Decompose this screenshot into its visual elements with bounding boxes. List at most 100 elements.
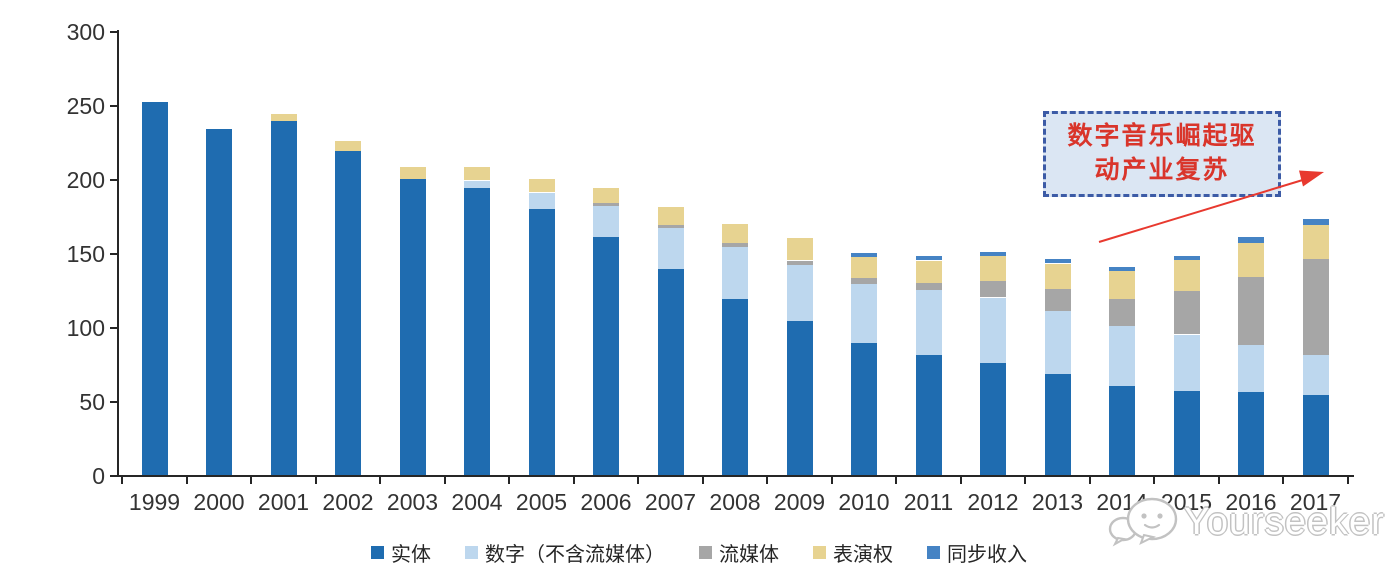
y-axis-tick <box>110 105 118 107</box>
legend-swatch-icon <box>927 546 940 559</box>
x-axis-tick <box>379 477 382 484</box>
x-axis-tick <box>895 477 898 484</box>
bar-segment-2001-series0 <box>270 121 297 475</box>
bar-segment-2005-series3 <box>528 179 555 192</box>
x-axis-label-2007: 2007 <box>644 489 697 515</box>
y-axis-label: 100 <box>66 315 105 341</box>
bar-segment-2010-series3 <box>851 257 877 278</box>
legend-item-4: 同步收入 <box>927 538 1027 567</box>
legend-swatch-icon <box>813 546 826 559</box>
y-axis-tick <box>110 475 118 477</box>
bar-segment-2008-series1 <box>722 247 748 299</box>
y-axis-label: 250 <box>66 93 105 119</box>
bar-segment-2013-series3 <box>1044 264 1071 289</box>
bar-2001 <box>270 114 297 475</box>
bar-2016 <box>1238 237 1264 475</box>
x-axis-label-2004: 2004 <box>451 489 503 515</box>
bar-segment-2001-series3 <box>270 114 297 121</box>
x-axis-label-2010: 2010 <box>838 489 890 515</box>
legend-swatch-icon <box>465 546 478 559</box>
bar-2015 <box>1173 256 1200 475</box>
bar-2011 <box>915 256 942 475</box>
x-axis-label-2001: 2001 <box>257 489 310 515</box>
legend-label: 流媒体 <box>719 544 779 566</box>
legend-item-0: 实体 <box>371 538 431 567</box>
y-axis-tick <box>110 327 118 329</box>
bar-segment-2006-series1 <box>593 206 619 237</box>
bar-segment-2017-series3 <box>1302 225 1329 259</box>
x-axis-tick <box>121 477 124 484</box>
x-axis-line <box>117 475 1354 477</box>
bar-segment-2016-series0 <box>1238 392 1264 475</box>
bar-segment-2012-series0 <box>980 363 1006 475</box>
bar-segment-2014-series0 <box>1109 386 1135 475</box>
x-axis-label-2011: 2011 <box>903 489 954 515</box>
bar-segment-2016-series1 <box>1238 345 1264 392</box>
x-axis-label-2003: 2003 <box>386 489 439 515</box>
bar-segment-2009-series2 <box>786 261 813 265</box>
x-axis-label-2000: 2000 <box>193 489 245 515</box>
bar-segment-2017-series1 <box>1302 355 1329 395</box>
bar-segment-2009-series0 <box>786 321 813 475</box>
bar-segment-2015-series3 <box>1173 260 1200 291</box>
bar-segment-2013-series4 <box>1044 259 1071 263</box>
legend-swatch-icon <box>699 546 712 559</box>
bar-2009 <box>786 238 813 475</box>
x-axis-tick <box>314 477 317 484</box>
bar-segment-2016-series4 <box>1238 237 1264 243</box>
x-axis-label-2017: 2017 <box>1289 489 1342 515</box>
bar-segment-2007-series3 <box>657 207 684 225</box>
bar-2013 <box>1044 259 1071 475</box>
bar-segment-2002-series0 <box>335 151 361 475</box>
bar-segment-2006-series0 <box>593 237 619 475</box>
bar-segment-2012-series4 <box>980 252 1006 256</box>
y-axis-label: 50 <box>79 389 105 415</box>
x-axis-label-2009: 2009 <box>773 489 826 515</box>
bar-2005 <box>528 179 555 475</box>
x-axis-label-1999: 1999 <box>128 489 181 515</box>
bar-2003 <box>399 167 426 475</box>
bar-segment-2009-series1 <box>786 265 813 321</box>
x-axis-tick <box>572 477 575 484</box>
x-axis-label-2016: 2016 <box>1225 489 1277 515</box>
bar-segment-2005-series0 <box>528 209 555 475</box>
bar-segment-2009-series3 <box>786 238 813 260</box>
legend-label: 数字（不含流媒体） <box>485 544 665 566</box>
bar-segment-2015-series0 <box>1173 391 1200 475</box>
bar-segment-2010-series4 <box>851 253 877 257</box>
x-axis-tick <box>1346 477 1349 484</box>
bar-segment-2014-series2 <box>1109 299 1135 326</box>
chart-legend: 实体 数字（不含流媒体） 流媒体 表演权 同步收入 <box>0 538 1398 567</box>
bar-segment-2004-series1 <box>464 181 490 188</box>
bar-segment-2012-series3 <box>980 256 1006 281</box>
y-axis-label: 300 <box>66 19 105 45</box>
y-axis-tick <box>110 31 118 33</box>
bar-segment-2012-series2 <box>980 281 1006 297</box>
bar-segment-2007-series1 <box>657 228 684 269</box>
bar-segment-2006-series3 <box>593 188 619 203</box>
legend-label: 表演权 <box>833 544 893 566</box>
y-axis-label: 150 <box>66 241 105 267</box>
x-axis-tick <box>959 477 962 484</box>
x-axis-tick <box>766 477 769 484</box>
annotation-text-line1: 数字音乐崛起驱 <box>1067 123 1257 150</box>
x-axis-tick <box>250 477 253 484</box>
watermark-text: Yourseeker <box>1184 500 1385 543</box>
annotation-text-line2: 动产业复苏 <box>1094 157 1230 184</box>
annotation-callout: 数字音乐崛起驱 动产业复苏 <box>1043 111 1281 197</box>
bar-segment-2010-series1 <box>851 284 877 343</box>
legend-item-3: 表演权 <box>813 538 893 567</box>
bar-segment-2002-series3 <box>335 141 361 151</box>
bar-segment-2000-series0 <box>206 129 232 475</box>
x-axis-tick <box>701 477 704 484</box>
x-axis-label-2008: 2008 <box>709 489 761 515</box>
bar-segment-2010-series0 <box>851 343 877 475</box>
bar-2014 <box>1109 266 1135 475</box>
legend-swatch-icon <box>371 546 384 559</box>
bar-segment-2003-series0 <box>399 179 426 475</box>
x-axis-tick <box>1282 477 1285 484</box>
bar-2010 <box>851 253 877 475</box>
bar-segment-2007-series2 <box>657 225 684 228</box>
bar-segment-2016-series2 <box>1238 277 1264 345</box>
bar-segment-2013-series1 <box>1044 310 1071 374</box>
